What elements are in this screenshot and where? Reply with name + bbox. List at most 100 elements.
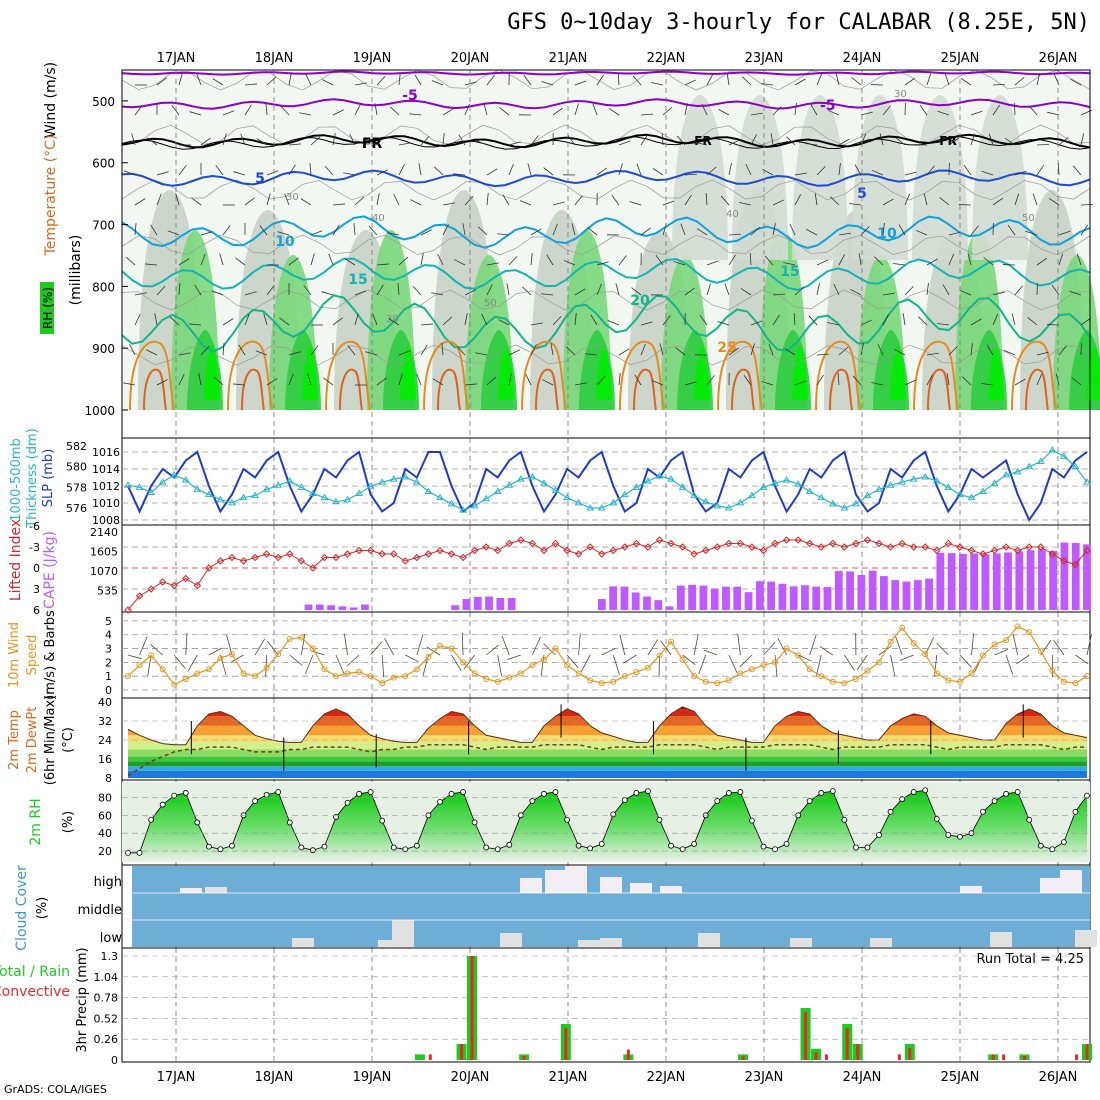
wind-speed-marker [263, 664, 270, 671]
panel-10m-wind [121, 611, 1091, 699]
wind-barb [833, 283, 840, 296]
wind-barb [299, 112, 312, 116]
wind-barb [772, 106, 782, 116]
wind-barb [970, 110, 983, 116]
wind-barb [574, 80, 587, 86]
cape-bar [744, 592, 753, 610]
wind-barb [838, 232, 851, 236]
cloud-block [1040, 878, 1062, 893]
wind-barb [398, 164, 405, 176]
cloud-block [990, 932, 1012, 947]
wind-barb [266, 170, 279, 176]
lifted-index-marker [193, 581, 202, 590]
wind-barb-10m [173, 654, 186, 669]
rh-marker [402, 846, 409, 853]
thickness-tick-label: 578 [66, 481, 87, 494]
cape-bar [361, 604, 369, 610]
panel-cape-li [121, 524, 1091, 613]
lifted-index-marker [320, 553, 329, 562]
thickness-marker [690, 491, 699, 499]
wind-barb [464, 103, 470, 116]
wind-barb [854, 164, 862, 176]
thickness-marker [470, 501, 479, 509]
rh-marker [471, 819, 478, 826]
thickness-marker [493, 487, 502, 494]
wind-barb [772, 199, 785, 206]
wind-speed-marker [413, 666, 420, 673]
wind-barb [376, 169, 388, 176]
wind-barb [816, 166, 826, 176]
precip-tick-label: 1.04 [94, 971, 119, 984]
thickness-marker [228, 498, 236, 506]
thickness-marker [990, 479, 999, 486]
cape-bar [936, 552, 945, 610]
wind-barb [420, 344, 428, 356]
wind-barb-10m [894, 635, 903, 656]
wind-barb [652, 168, 664, 176]
wind-barb [983, 257, 994, 266]
date-label-bottom: 18JAN [255, 1070, 294, 1085]
wind-barb [810, 104, 818, 116]
wind-barb [1080, 133, 1085, 146]
wind-barb [1072, 165, 1082, 176]
date-label-top: 24JAN [843, 51, 882, 66]
wind-barb [134, 223, 137, 236]
wind-barb [310, 230, 323, 236]
thickness-marker [378, 478, 387, 485]
wind-barb [772, 293, 785, 296]
thickness-marker [239, 493, 248, 501]
wind-speed-marker [691, 673, 698, 680]
wind-barb [453, 173, 466, 176]
cape-bar [665, 606, 674, 610]
wind-barb [178, 352, 191, 356]
wind-speed-marker [356, 669, 363, 676]
rh-label: 30 [894, 89, 907, 100]
wind-barb [655, 255, 664, 266]
wind-barb [970, 318, 982, 326]
wind-barb [1080, 224, 1089, 236]
wind-barb [728, 163, 732, 176]
temp-contour-30 [829, 368, 853, 411]
contour-label: -5 [820, 98, 836, 114]
wind-barb [266, 285, 275, 296]
wind-barb [701, 103, 708, 116]
wind-speed-marker [1026, 628, 1033, 635]
wind-barb [222, 318, 234, 326]
wind-barb [387, 232, 400, 236]
rh-contour [121, 289, 1091, 311]
cape-bar [643, 596, 651, 610]
rh-marker [309, 847, 316, 854]
wind-tick-label: 2 [105, 656, 112, 669]
wind-barb [808, 315, 818, 326]
precip-convective-bar [856, 1044, 860, 1060]
rh-marker [887, 808, 894, 815]
wind-barb [288, 73, 292, 86]
wind-barb [1014, 170, 1027, 176]
wind-speed-marker [136, 662, 143, 669]
wind-speed-marker [506, 674, 513, 681]
rh-label: 30 [286, 192, 299, 203]
wind-barb [816, 259, 829, 266]
wind-barb-10m [381, 654, 385, 677]
axis-label-li: Lifted Index [8, 519, 24, 601]
wind-barb [178, 73, 183, 86]
wind-barb-10m [543, 643, 556, 656]
lifted-index-marker [205, 564, 213, 572]
thickness-marker [886, 481, 895, 488]
rh-marker [945, 832, 952, 838]
wind-barb [992, 291, 1005, 296]
cape-bar [913, 580, 922, 610]
wind-speed-marker [529, 662, 536, 669]
wind-barb [502, 194, 510, 206]
cape-bar [597, 599, 606, 610]
wind-barb [618, 255, 627, 266]
rh-shade-core [596, 345, 612, 400]
temp-contour-minus5 [121, 98, 1091, 110]
rh-shade-core [890, 345, 906, 400]
wind-barb [464, 81, 477, 86]
cape-bar [710, 588, 719, 610]
lifted-index-marker [574, 550, 583, 558]
thickness-marker [1025, 462, 1034, 470]
wind-barb-10m [139, 636, 148, 656]
wind-barb [948, 346, 958, 356]
